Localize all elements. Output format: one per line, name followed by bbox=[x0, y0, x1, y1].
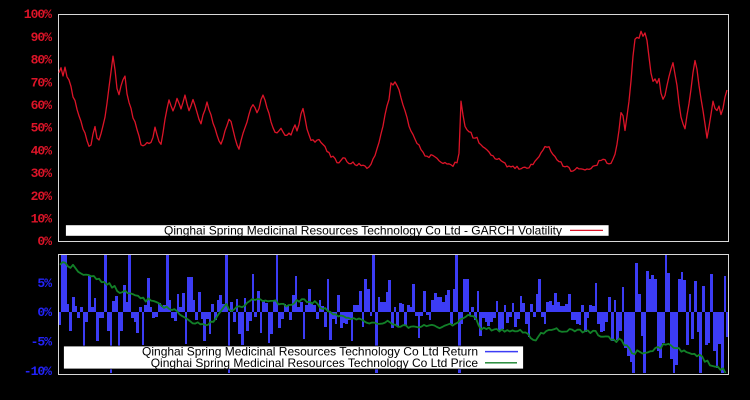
svg-text:10%: 10% bbox=[31, 212, 53, 227]
svg-text:-5%: -5% bbox=[31, 335, 53, 350]
svg-text:20%: 20% bbox=[31, 189, 53, 204]
svg-text:70%: 70% bbox=[31, 75, 53, 90]
svg-text:40%: 40% bbox=[31, 143, 53, 158]
svg-text:80%: 80% bbox=[31, 53, 53, 68]
svg-text:60%: 60% bbox=[31, 98, 53, 113]
svg-text:Qinghai Spring Medicinal Resou: Qinghai Spring Medicinal Resources Techn… bbox=[142, 345, 478, 359]
svg-text:100%: 100% bbox=[24, 7, 52, 22]
svg-text:30%: 30% bbox=[31, 166, 53, 181]
svg-text:50%: 50% bbox=[31, 121, 53, 136]
svg-text:90%: 90% bbox=[31, 30, 53, 45]
svg-text:Qinghai Spring Medicinal Resou: Qinghai Spring Medicinal Resources Techn… bbox=[164, 223, 562, 237]
svg-text:5%: 5% bbox=[37, 276, 52, 291]
svg-text:Qinghai Spring Medicinal Resou: Qinghai Spring Medicinal Resources Techn… bbox=[151, 356, 479, 370]
svg-text:0%: 0% bbox=[37, 305, 52, 320]
svg-text:-10%: -10% bbox=[24, 364, 52, 379]
svg-text:0%: 0% bbox=[37, 234, 52, 249]
